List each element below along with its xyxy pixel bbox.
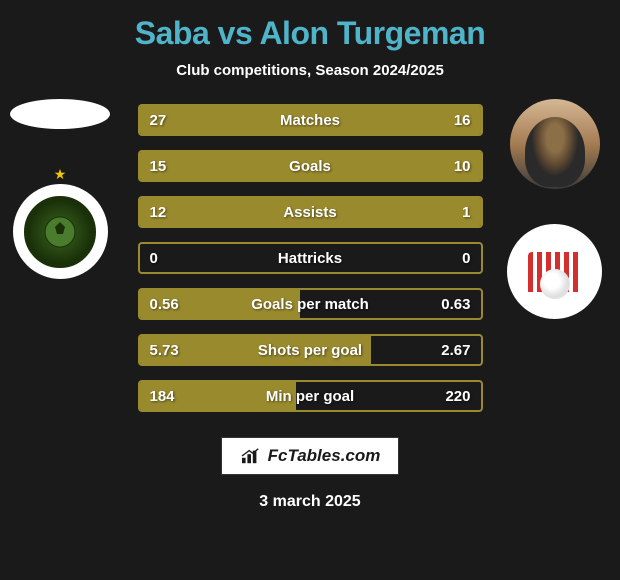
stat-value-left: 27 — [150, 112, 167, 129]
badge-inner-left — [24, 196, 96, 268]
badge-inner-right — [516, 233, 594, 311]
stat-row: 5.73 2.67 Shots per goal — [138, 334, 483, 366]
stat-value-left: 5.73 — [150, 342, 179, 359]
stat-value-right: 10 — [454, 158, 471, 175]
stat-label: Hattricks — [278, 250, 342, 267]
stat-value-left: 12 — [150, 204, 167, 221]
badge-ball-icon — [540, 269, 570, 299]
footer-brand-text: FcTables.com — [268, 446, 381, 466]
stat-label: Goals — [289, 158, 331, 175]
player-avatar-right — [510, 99, 600, 189]
stat-value-right: 220 — [445, 388, 470, 405]
chart-icon — [240, 447, 262, 465]
stat-value-left: 0.56 — [150, 296, 179, 313]
stat-label: Assists — [283, 204, 336, 221]
stat-row: 27 16 Matches — [138, 104, 483, 136]
stat-row: 15 10 Goals — [138, 150, 483, 182]
stat-value-left: 15 — [150, 158, 167, 175]
stat-row: 184 220 Min per goal — [138, 380, 483, 412]
stat-row: 12 1 Assists — [138, 196, 483, 228]
page-title: Saba vs Alon Turgeman — [135, 15, 485, 52]
stat-row: 0.56 0.63 Goals per match — [138, 288, 483, 320]
stat-value-right: 2.67 — [441, 342, 470, 359]
stat-label: Shots per goal — [258, 342, 362, 359]
soccer-ball-icon — [40, 212, 80, 252]
right-avatars-column — [507, 99, 602, 319]
comparison-area: ★ 2716Mat — [0, 104, 620, 412]
stat-value-right: 0.63 — [441, 296, 470, 313]
stat-label: Min per goal — [266, 388, 354, 405]
date-text: 3 march 2025 — [259, 493, 360, 511]
comparison-container: Saba vs Alon Turgeman Club competitions,… — [0, 0, 620, 580]
club-badge-left: ★ — [13, 184, 108, 279]
club-badge-right — [507, 224, 602, 319]
player-photo-placeholder — [525, 117, 585, 187]
stat-value-left: 0 — [150, 250, 158, 267]
left-avatars-column: ★ — [10, 99, 110, 279]
stat-label: Goals per match — [251, 296, 369, 313]
stats-column: 27 16 Matches 15 10 Goals 12 1 Assists 0 0 Hattrick… — [138, 104, 483, 412]
star-icon: ★ — [54, 166, 67, 183]
stat-value-right: 1 — [462, 204, 470, 221]
stat-label: Matches — [280, 112, 340, 129]
stat-value-left: 184 — [150, 388, 175, 405]
footer-brand-badge: FcTables.com — [221, 437, 400, 475]
subtitle: Club competitions, Season 2024/2025 — [176, 62, 444, 79]
stat-row: 0 0 Hattricks — [138, 242, 483, 274]
stat-value-right: 0 — [462, 250, 470, 267]
stat-value-right: 16 — [454, 112, 471, 129]
player-avatar-left — [10, 99, 110, 129]
